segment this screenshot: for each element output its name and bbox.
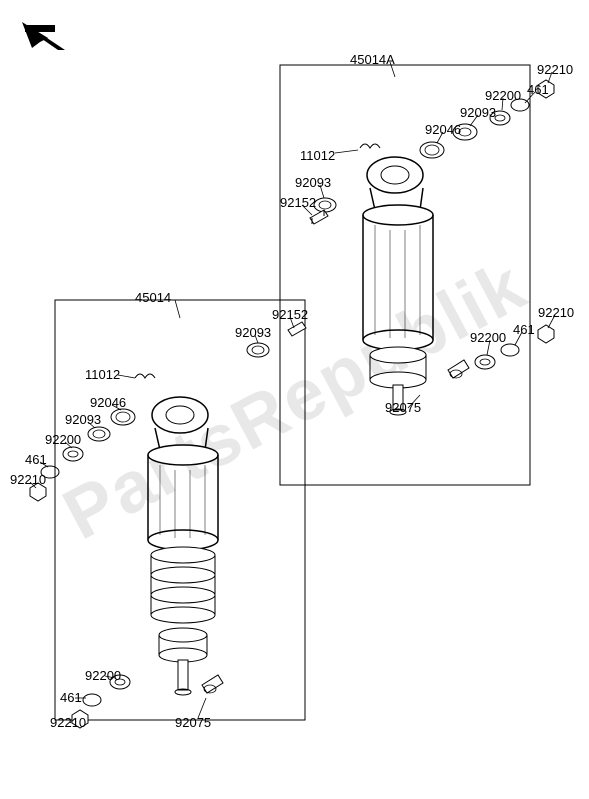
label-92200: 92200 <box>470 330 506 345</box>
label-92210: 92210 <box>50 715 86 730</box>
label-461: 461 <box>513 322 535 337</box>
label-92093: 92093 <box>295 175 331 190</box>
label-461: 461 <box>60 690 82 705</box>
label-45014a: 45014A <box>350 52 395 67</box>
label-461: 461 <box>527 82 549 97</box>
label-92075: 92075 <box>175 715 211 730</box>
label-11012: 11012 <box>85 367 120 382</box>
label-92046: 92046 <box>425 122 461 137</box>
label-92152: 92152 <box>280 195 316 210</box>
label-461: 461 <box>25 452 47 467</box>
label-92200: 92200 <box>85 668 121 683</box>
label-92093: 92093 <box>65 412 101 427</box>
label-92093: 92093 <box>235 325 271 340</box>
shock-absorber-left <box>148 397 218 695</box>
label-92210: 92210 <box>537 62 573 77</box>
label-45014: 45014 <box>135 290 171 305</box>
label-92046: 92046 <box>90 395 126 410</box>
label-92075: 92075 <box>385 400 421 415</box>
diagram-container: 45014A 92210 461 92200 92093 92046 11012… <box>0 0 589 799</box>
label-92200: 92200 <box>485 88 521 103</box>
label-92200: 92200 <box>45 432 81 447</box>
leader-lines <box>30 62 555 723</box>
label-92210: 92210 <box>538 305 574 320</box>
label-92152: 92152 <box>272 307 308 322</box>
label-92093: 92093 <box>460 105 496 120</box>
shock-absorber-right <box>363 157 433 415</box>
label-92210: 92210 <box>10 472 46 487</box>
label-11012: 11012 <box>300 148 335 163</box>
